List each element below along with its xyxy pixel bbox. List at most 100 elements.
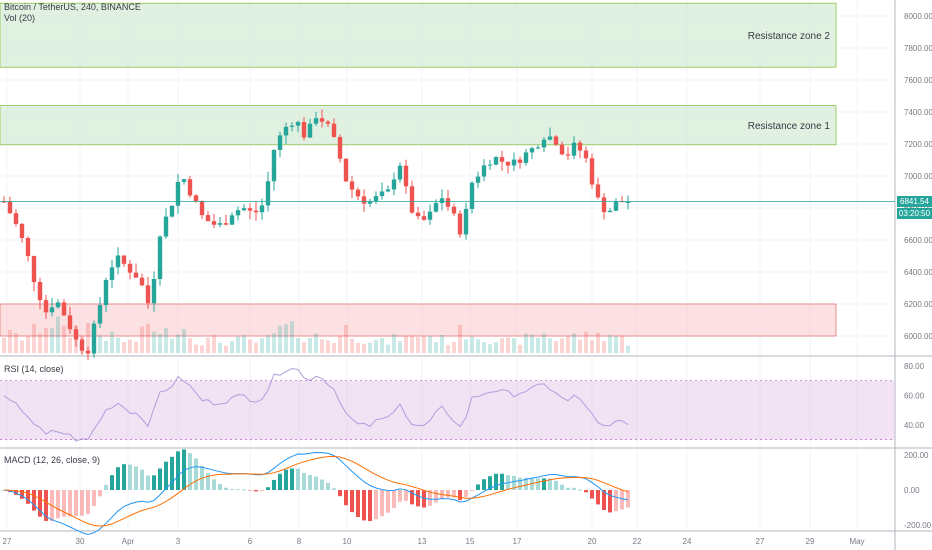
volume-bar: [314, 333, 318, 353]
rsi-axis-label: 80.00: [904, 362, 925, 371]
volume-bar: [290, 321, 294, 353]
macd-histogram-bar: [452, 490, 456, 498]
volume-bar: [446, 345, 450, 353]
macd-histogram-bar: [428, 490, 432, 506]
candle-body: [181, 179, 187, 182]
rsi-axis-label: 40.00: [904, 421, 925, 430]
macd-histogram-bar: [404, 490, 408, 501]
volume-bar: [596, 333, 600, 353]
macd-histogram-bar: [74, 490, 78, 517]
zone-rect: [0, 105, 837, 146]
candle-body: [601, 197, 607, 213]
volume-bar: [578, 339, 582, 353]
candle-body: [79, 339, 85, 351]
macd-histogram-bar: [398, 490, 402, 502]
candle-body: [1, 201, 7, 203]
macd-histogram-bar: [128, 464, 132, 490]
price-axis-label: 6200.00: [904, 300, 932, 309]
volume-bar: [266, 335, 270, 353]
volume-bar: [392, 334, 396, 353]
volume-bar: [362, 343, 366, 353]
macd-histogram-bar: [554, 480, 558, 490]
macd-histogram-bar: [584, 490, 588, 493]
candle-body: [103, 279, 109, 306]
candle-body: [283, 126, 289, 136]
volume-bar: [14, 332, 18, 353]
macd-histogram-bar: [92, 490, 96, 507]
macd-histogram-bar: [536, 478, 540, 490]
candle-body: [385, 189, 391, 192]
candle-body: [265, 181, 271, 206]
candle-body: [247, 208, 253, 211]
volume-bar: [128, 339, 132, 353]
macd-histogram-bar: [140, 469, 144, 490]
time-axis-label: 10: [343, 537, 352, 546]
time-axis-label: May: [849, 537, 864, 546]
candle-body: [241, 208, 247, 211]
macd-histogram-bar: [44, 490, 48, 521]
time-axis-label: 3: [176, 537, 181, 546]
candle-body: [217, 223, 223, 225]
volume-bar: [488, 344, 492, 353]
macd-histogram-bar: [110, 475, 114, 490]
candle-body: [493, 157, 499, 165]
candle-body: [13, 213, 19, 224]
candle-body: [145, 285, 151, 304]
candle-body: [253, 210, 259, 213]
volume-bar: [542, 333, 546, 353]
candle-body: [349, 181, 355, 190]
candle-body: [307, 123, 313, 138]
macd-histogram-bar: [296, 468, 300, 490]
volume-bar: [500, 338, 504, 353]
macd-axis-label: 0.00: [904, 486, 920, 495]
macd-histogram-bar: [542, 478, 546, 490]
volume-bar: [158, 333, 162, 353]
macd-histogram-bar: [242, 489, 246, 491]
volume-bar: [170, 338, 174, 353]
macd-histogram-bar: [320, 479, 324, 490]
candle-body: [427, 211, 433, 220]
candle-body: [379, 191, 385, 197]
volume-bar: [350, 338, 354, 353]
macd-histogram-bar: [134, 466, 138, 490]
time-axis-label: 22: [633, 537, 642, 546]
macd-histogram-bar: [284, 469, 288, 490]
volume-bar: [482, 342, 486, 353]
price-axis-label: 7600.00: [904, 76, 932, 85]
volume-bar: [212, 335, 216, 353]
volume-bar: [620, 335, 624, 353]
candle-body: [313, 118, 319, 124]
volume-bar: [50, 327, 54, 353]
macd-histogram-bar: [392, 490, 396, 508]
volume-bar: [530, 334, 534, 353]
macd-histogram-bar: [458, 490, 462, 501]
candle-body: [505, 161, 511, 166]
macd-histogram-bar: [350, 490, 354, 513]
macd-histogram-bar: [602, 490, 606, 511]
macd-histogram-bar: [446, 490, 450, 498]
macd-histogram-bar: [356, 490, 360, 518]
candle-body: [577, 142, 583, 151]
volume-bar: [56, 316, 60, 353]
candle-body: [535, 147, 541, 149]
macd-histogram-bar: [488, 476, 492, 490]
candle-body: [139, 277, 145, 286]
price-axis-label: 7800.00: [904, 44, 932, 53]
volume-bar: [164, 328, 168, 353]
candle-body: [595, 184, 601, 198]
candle-body: [115, 255, 121, 268]
macd-histogram-bar: [176, 451, 180, 490]
rsi-band: [0, 380, 895, 440]
candle-body: [397, 165, 403, 180]
volume-bar: [182, 329, 186, 353]
volume-bar: [134, 341, 138, 353]
macd-histogram-bar: [236, 489, 240, 491]
macd-histogram-bar: [560, 484, 564, 490]
volume-bar: [602, 340, 606, 353]
macd-histogram-bar: [182, 449, 186, 490]
macd-histogram-bar: [380, 490, 384, 517]
macd-histogram-bar: [266, 487, 270, 490]
macd-histogram-bar: [290, 468, 294, 490]
candle-body: [565, 154, 571, 156]
